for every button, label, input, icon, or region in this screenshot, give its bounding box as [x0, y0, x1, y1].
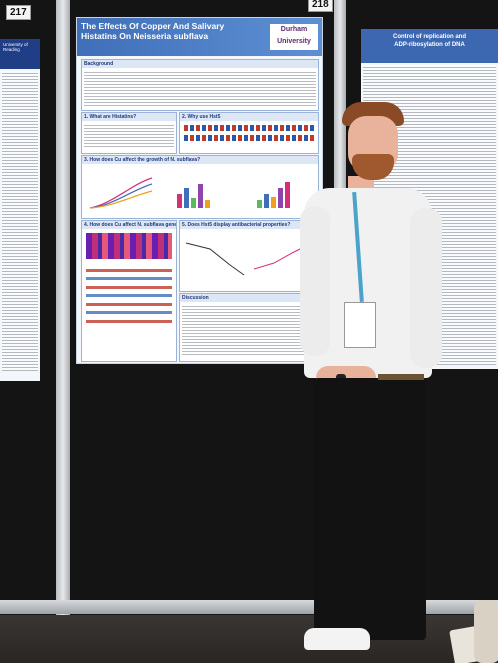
poster-main: The Effects Of Copper And Salivary Hista… [76, 17, 323, 364]
section-what-are-histatins: 1. What are Histatins? [81, 112, 177, 154]
poster-main-header: The Effects Of Copper And Salivary Hista… [77, 18, 322, 56]
board-tag-left: 217 [6, 5, 31, 20]
presenter-left-arm [300, 206, 330, 356]
presenter-beard [352, 154, 394, 180]
poster-right-title: Control of replication and ADP-ribosylat… [361, 29, 498, 63]
section-discussion: Discussion [179, 293, 319, 362]
poster-main-title: The Effects Of Copper And Salivary Hista… [81, 21, 225, 41]
presenter-trousers [314, 378, 426, 640]
presenter-shoe [304, 628, 370, 650]
growth-charts [89, 177, 290, 209]
poster-left: University of Reading [0, 39, 40, 381]
section-why-hst5: 2. Why use Hst5 [179, 112, 319, 154]
board-tag-center: 218 [308, 0, 333, 12]
heatmap [86, 233, 172, 259]
section-background: Background [81, 59, 319, 111]
presenter [290, 96, 450, 663]
university-logo: University of Reading [0, 39, 40, 69]
section-cu-growth: 3. How does Cu affect the growth of N. s… [81, 155, 319, 219]
presenter-name-badge [344, 302, 376, 348]
section-cu-genes: 4. How does Cu affect N. subflava gene e… [81, 220, 177, 362]
presenter-head [342, 102, 404, 184]
paper-cup [474, 600, 498, 663]
durham-logo: Durham University [270, 24, 318, 50]
frame-post-left [56, 0, 70, 620]
presenter-belt [378, 374, 424, 380]
gene-diagram [86, 263, 172, 323]
presenter-right-arm [410, 208, 442, 368]
section-antibacterial: 5. Does Hst5 display antibacterial prope… [179, 220, 319, 292]
